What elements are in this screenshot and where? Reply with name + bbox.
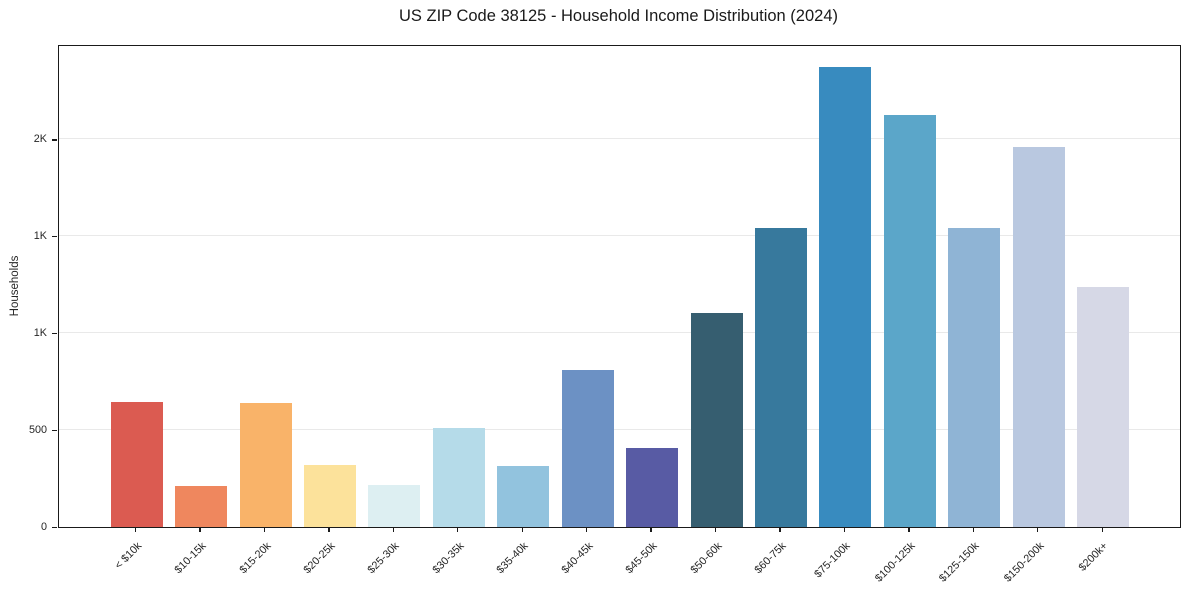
- x-tick-mark: [586, 527, 588, 532]
- y-axis-title: Households: [9, 255, 21, 317]
- x-tick-mark: [650, 527, 652, 532]
- bar: [819, 67, 872, 527]
- gridline: [58, 235, 1180, 237]
- bar: [883, 114, 936, 527]
- x-tick-mark: [779, 527, 781, 532]
- bar: [497, 466, 550, 527]
- bar: [368, 484, 421, 527]
- bar: [239, 403, 292, 527]
- x-tick-mark: [1101, 527, 1103, 532]
- x-tick-mark: [1037, 527, 1039, 532]
- bar: [175, 485, 228, 527]
- y-tick-mark: [51, 526, 57, 529]
- x-tick-mark: [908, 527, 910, 532]
- x-tick-mark: [135, 527, 137, 532]
- bar: [110, 401, 163, 527]
- bar: [690, 313, 743, 527]
- y-tick-mark: [51, 236, 57, 238]
- y-tick-label: 0: [40, 521, 47, 533]
- plot-area: [57, 45, 1181, 528]
- bar: [303, 464, 356, 527]
- bar: [948, 228, 1001, 527]
- y-tick-mark: [51, 333, 57, 335]
- x-tick-mark: [457, 527, 459, 532]
- bar: [626, 448, 679, 527]
- x-tick-label-text: $200k+: [1076, 539, 1111, 574]
- x-tick-mark: [714, 527, 717, 532]
- chart-title: US ZIP Code 38125 - Household Income Dis…: [398, 7, 838, 25]
- gridline: [58, 138, 1180, 140]
- y-tick-label: 2K: [33, 133, 47, 146]
- y-tick-label: 500: [28, 424, 47, 437]
- x-tick-mark: [521, 527, 523, 532]
- x-tick-mark: [263, 527, 266, 532]
- y-tick-mark: [51, 429, 57, 432]
- y-tick-label: 1K: [33, 327, 47, 340]
- bar: [561, 369, 614, 527]
- y-tick-label: 1K: [33, 230, 47, 243]
- gridline: [58, 332, 1180, 334]
- x-tick-mark: [199, 527, 201, 532]
- bar: [432, 427, 485, 527]
- gridline: [58, 429, 1180, 431]
- x-tick-mark: [392, 527, 395, 532]
- bar: [1077, 287, 1130, 527]
- x-tick-mark: [972, 527, 974, 532]
- x-tick-label: $200k+: [882, 536, 1111, 574]
- bar: [1012, 146, 1065, 527]
- bar: [755, 228, 807, 527]
- x-tick-mark: [843, 527, 846, 532]
- x-tick-mark: [328, 527, 330, 532]
- y-tick-mark: [51, 139, 57, 141]
